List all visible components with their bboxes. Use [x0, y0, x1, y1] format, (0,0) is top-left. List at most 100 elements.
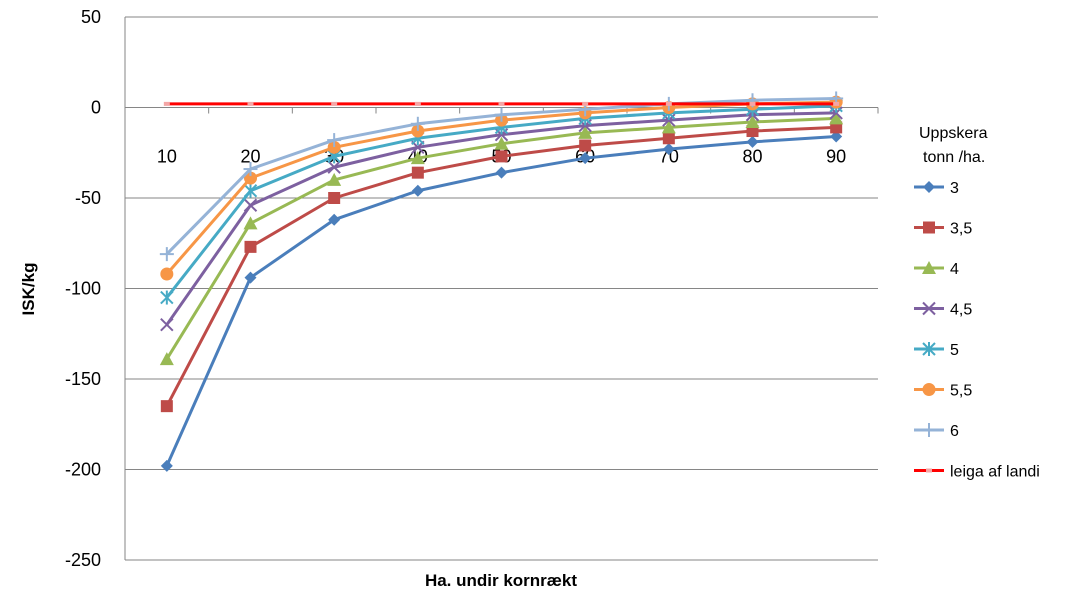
data-point [160, 267, 174, 281]
y-tick-label: -150 [65, 369, 101, 389]
y-tick-label: -50 [75, 188, 101, 208]
data-point [833, 101, 840, 106]
x-tick-label: 10 [157, 147, 177, 167]
x-tick-label: 90 [826, 147, 846, 167]
legend-item: 6 [914, 423, 959, 440]
plot-area [124, 16, 879, 561]
data-point [411, 184, 424, 197]
legend-label: 3 [950, 180, 959, 197]
data-point [662, 143, 675, 156]
data-point [414, 101, 421, 106]
data-point [327, 133, 342, 148]
y-tick-label: 0 [91, 98, 101, 118]
series-6 [159, 91, 844, 262]
data-point [495, 166, 508, 179]
data-point [494, 107, 509, 122]
y-tick-label: -200 [65, 460, 101, 480]
data-point [579, 152, 592, 165]
series-layer [159, 91, 844, 472]
data-point [243, 162, 258, 177]
data-point [411, 124, 425, 138]
data-point [665, 101, 672, 106]
legend-item: 5,5 [914, 383, 972, 400]
data-point [830, 121, 843, 134]
legend-marker [922, 261, 936, 274]
data-point [328, 192, 341, 204]
data-point [244, 271, 257, 284]
data-point [495, 150, 508, 163]
legend-label: 4,5 [950, 302, 972, 319]
legend-label: 5 [950, 342, 959, 359]
data-point [578, 125, 593, 139]
legend-label: 5,5 [950, 383, 972, 400]
legend-item: 5 [914, 342, 959, 359]
legend-label: 3,5 [950, 221, 972, 238]
legend-label: 4 [950, 261, 959, 278]
data-point [247, 101, 254, 106]
data-point [331, 101, 338, 106]
data-point [243, 183, 258, 198]
series-3 [160, 130, 843, 472]
legend-marker [922, 423, 936, 437]
data-point [579, 139, 592, 152]
legend-item: leiga af landi [914, 464, 1040, 481]
data-point [328, 213, 341, 226]
legend: Uppskera tonn /ha. 3 3,5 4 4,5 5 5,5 6 leiga af… [914, 125, 1040, 481]
data-point [244, 171, 257, 185]
data-point [582, 101, 589, 106]
data-point [829, 111, 844, 125]
data-point [243, 198, 258, 212]
data-point [411, 166, 424, 179]
data-point [327, 160, 341, 174]
data-point [160, 317, 174, 332]
series-leiga-af-landi [163, 101, 840, 106]
series-3-5 [160, 121, 843, 413]
legend-title-line-2: tonn /ha. [923, 149, 985, 166]
data-point [160, 459, 173, 472]
data-point [159, 247, 174, 262]
data-point [160, 400, 173, 413]
data-point [661, 120, 676, 134]
data-point [410, 151, 425, 165]
legend-marker [923, 221, 935, 234]
data-point [830, 130, 843, 143]
data-point [410, 116, 425, 131]
legend-item: 3 [914, 180, 959, 197]
legend-marker [922, 301, 936, 316]
data-point [662, 132, 675, 145]
series-line [165, 134, 837, 467]
y-tick-label: 50 [81, 7, 101, 27]
legend-marker [922, 383, 936, 396]
y-tick-label: -100 [65, 279, 101, 299]
data-point [498, 101, 505, 106]
series-5 [160, 98, 843, 305]
x-tick-label: 20 [240, 147, 260, 167]
data-point [244, 240, 257, 253]
y-axis-title: ISK/kg [19, 263, 38, 316]
legend-marker [923, 181, 935, 193]
x-tick-label: 70 [659, 147, 679, 167]
y-axis-ticks: 50 0 -50 -100 -150 -200 -250 [65, 7, 101, 570]
data-point [494, 136, 509, 150]
series-4 [159, 111, 844, 366]
data-point [746, 135, 759, 148]
legend-item: 4 [914, 261, 959, 278]
legend-title-line-1: Uppskera [919, 125, 988, 142]
data-point [746, 125, 759, 138]
legend-label: leiga af landi [950, 464, 1040, 481]
legend-marker [922, 342, 936, 356]
data-point [159, 352, 174, 366]
legend-item: 4,5 [914, 302, 972, 319]
legend-label: 6 [950, 423, 959, 440]
data-point [745, 114, 760, 128]
legend-marker [926, 468, 932, 473]
legend-item: 3,5 [914, 221, 972, 238]
data-point [160, 290, 174, 305]
data-point [327, 140, 341, 154]
data-point [163, 101, 170, 106]
data-point [327, 172, 342, 186]
x-axis-title: Ha. undir kornrækt [425, 571, 577, 590]
y-tick-label: -250 [65, 550, 101, 570]
data-point [243, 216, 258, 230]
